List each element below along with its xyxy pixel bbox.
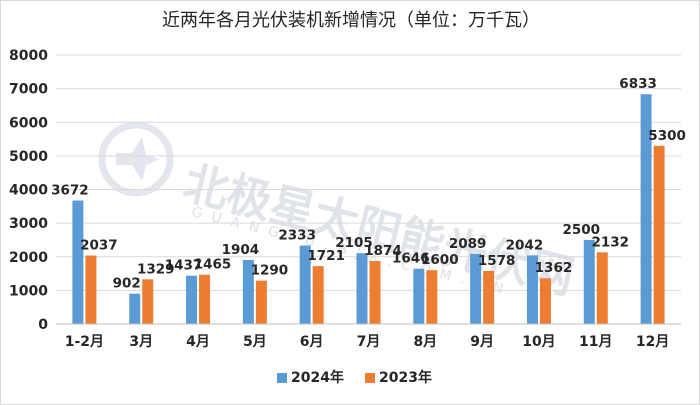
- bar-2024年: [129, 293, 141, 324]
- x-tick-label: 3月: [129, 334, 153, 350]
- data-label: 6833: [619, 76, 657, 92]
- data-label: 1437: [165, 258, 203, 274]
- bar-2023年: [596, 252, 608, 324]
- x-axis: 1-2月 3月 4月 5月 6月 7月 8月 9月 10月 11月 12月: [56, 323, 681, 350]
- y-tick-label: 1000: [9, 283, 48, 299]
- y-tick-label: 0: [38, 317, 48, 333]
- data-label: 1600: [421, 252, 459, 268]
- bar-2023年: [369, 260, 381, 324]
- data-label: 2333: [278, 228, 316, 244]
- bar-2024年: [356, 253, 368, 324]
- bar-2023年: [426, 270, 438, 324]
- y-tick-label: 8000: [9, 48, 48, 64]
- bar-2023年: [312, 266, 324, 324]
- bar-2024年: [470, 253, 482, 324]
- data-label: 1362: [535, 260, 573, 276]
- legend-label: 2024年: [291, 369, 344, 386]
- bar-2024年: [526, 255, 538, 324]
- data-label: 2500: [562, 222, 600, 238]
- bars: [72, 94, 665, 324]
- data-label: 902: [113, 276, 141, 292]
- y-tick-label: 7000: [9, 82, 48, 98]
- data-label: 1874: [364, 243, 402, 259]
- bar-2024年: [640, 94, 652, 324]
- data-label: 2132: [591, 234, 629, 250]
- y-tick-label: 5000: [9, 149, 48, 165]
- bar-2023年: [255, 280, 267, 324]
- x-tick-label: 12月: [636, 334, 669, 350]
- watermark: 北极星太阳能光伏网 GUANGFU.BJX.COM.CN: [98, 121, 580, 304]
- data-label: 1721: [307, 248, 345, 264]
- data-label: 1904: [222, 242, 260, 258]
- x-tick-label: 8月: [413, 334, 437, 350]
- data-label: 1578: [478, 253, 516, 269]
- data-labels: 3672203790213291437146519041290233317212…: [51, 76, 686, 291]
- bar-2024年: [242, 259, 254, 324]
- y-tick-label: 4000: [9, 183, 48, 199]
- data-label: 1329: [137, 261, 175, 277]
- bar-2023年: [85, 255, 97, 324]
- gridlines: [56, 54, 681, 291]
- data-label: 5300: [648, 128, 686, 144]
- legend-label: 2023年: [379, 369, 432, 386]
- bar-2024年: [583, 239, 595, 324]
- x-tick-label: 7月: [357, 334, 381, 350]
- bar-2023年: [539, 278, 551, 324]
- x-tick-label: 6月: [300, 334, 324, 350]
- x-tick-label: 11月: [579, 334, 612, 350]
- bar-2023年: [199, 274, 211, 324]
- data-label: 1290: [251, 263, 289, 279]
- x-tick-label: 1-2月: [65, 334, 104, 350]
- bar-2024年: [299, 245, 311, 324]
- legend: 2024年 2023年: [277, 369, 432, 386]
- y-tick-label: 3000: [9, 216, 48, 232]
- data-label: 1646: [392, 251, 430, 267]
- legend-swatch: [365, 373, 375, 383]
- x-tick-label: 9月: [470, 334, 494, 350]
- bar-2023年: [653, 145, 665, 324]
- x-tick-label: 5月: [243, 334, 267, 350]
- bar-2024年: [413, 268, 425, 324]
- data-label: 2037: [80, 238, 118, 254]
- legend-swatch: [277, 373, 287, 383]
- bar-2024年: [72, 200, 84, 324]
- x-tick-label: 4月: [186, 334, 210, 350]
- data-label: 2089: [449, 236, 487, 252]
- bar-2024年: [186, 275, 198, 324]
- y-axis: 0 1000 2000 3000 4000 5000 6000 7000 8000: [9, 48, 48, 333]
- data-label: 2042: [506, 237, 544, 253]
- x-tick-label: 10月: [522, 334, 555, 350]
- y-tick-label: 2000: [9, 250, 48, 266]
- bar-2023年: [142, 279, 154, 324]
- watermark-logo-icon: [98, 121, 174, 197]
- data-label: 1465: [194, 257, 232, 273]
- chart-title: 近两年各月光伏装机新增情况（单位：万千瓦）: [162, 10, 540, 31]
- data-label: 2105: [335, 235, 373, 251]
- bar-2023年: [483, 270, 495, 324]
- y-tick-label: 6000: [9, 115, 48, 131]
- data-label: 3672: [51, 183, 89, 199]
